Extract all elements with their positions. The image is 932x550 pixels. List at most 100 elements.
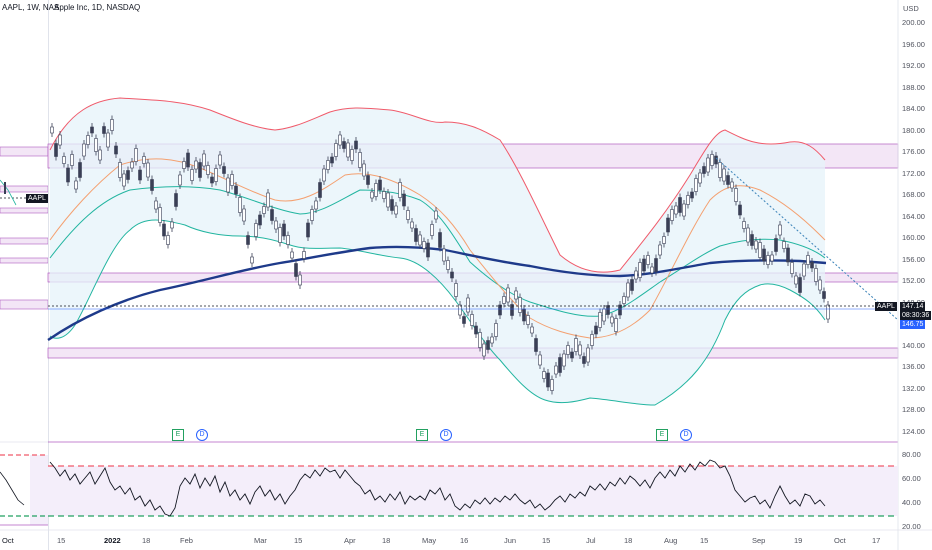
candle-body (814, 268, 818, 282)
candle-body (106, 132, 110, 148)
candle-body (430, 224, 434, 236)
candle-body (762, 248, 766, 262)
candle-body (502, 296, 506, 304)
candle-body (142, 156, 146, 164)
candle-body (358, 152, 362, 168)
candle-body (326, 160, 330, 170)
price-candles[interactable] (50, 115, 830, 395)
candle-body (86, 135, 90, 145)
candle-body (302, 251, 306, 259)
earnings-marker[interactable]: E (172, 429, 184, 441)
candle-body (494, 323, 498, 337)
left-panel[interactable]: AAPL, 1W, NAS AAPL Oct (0, 0, 59, 550)
price-tick-label: 152.00 (902, 276, 925, 285)
rsi-tick-label: 60.00 (902, 474, 921, 483)
rsi-tick-label: 80.00 (902, 450, 921, 459)
candle-body (230, 174, 234, 186)
candle-body (286, 235, 290, 245)
candle-body (510, 304, 514, 316)
candle-body (522, 308, 526, 322)
candle-body (454, 283, 458, 297)
candle-body (806, 255, 810, 265)
candle-body (338, 134, 342, 146)
candle-body (638, 262, 642, 278)
candle-body (794, 275, 798, 285)
downtrend-line[interactable] (715, 157, 899, 321)
candle-body (158, 207, 162, 223)
candle-body (598, 312, 602, 328)
candle-body (270, 209, 274, 221)
time-tick-label: 18 (624, 536, 633, 545)
price-tick-label: 156.00 (902, 254, 925, 264)
candle-body (742, 221, 746, 229)
candle-body (810, 261, 814, 269)
countdown-badge: 08:30:36 (900, 311, 932, 320)
candle-body (94, 138, 98, 152)
candle-body (130, 161, 134, 169)
price-tick-label: 164.00 (902, 211, 925, 221)
candle-body (554, 365, 558, 375)
candle-body (614, 318, 618, 332)
time-tick-label: 15 (700, 536, 709, 545)
candle-body (434, 210, 438, 220)
candle-body (190, 169, 194, 181)
time-tick-label: Oct (834, 536, 846, 545)
candle-body (174, 193, 178, 207)
candle-body (242, 208, 246, 222)
candle-body (514, 290, 518, 300)
candle-body (362, 163, 366, 177)
candle-body (382, 191, 386, 199)
time-tick-label: Apr (344, 536, 356, 545)
earnings-marker[interactable]: E (656, 429, 668, 441)
candle-body (506, 287, 510, 303)
candle-body (594, 325, 598, 335)
candle-body (370, 191, 374, 199)
candle-body (478, 332, 482, 348)
candle-body (710, 154, 714, 166)
time-tick-label: Feb (180, 536, 193, 545)
candle-body (298, 274, 302, 286)
candle-body (550, 379, 554, 391)
candle-body (766, 255, 770, 265)
candle-body (450, 271, 454, 279)
dividend-marker[interactable]: D (196, 429, 208, 441)
candle-body (138, 169, 142, 181)
candle-body (802, 263, 806, 277)
dividend-marker[interactable]: D (440, 429, 452, 441)
price-tick-label: 180.00 (902, 125, 925, 135)
left-x-label: Oct (2, 536, 14, 545)
candle-body (234, 185, 238, 195)
candle-body (610, 316, 614, 324)
candle-body (414, 228, 418, 242)
candle-body (342, 141, 346, 149)
time-tick-label: 15 (294, 536, 303, 545)
candle-body (390, 199, 394, 211)
candle-body (790, 262, 794, 274)
bollinger-band-fill (50, 98, 825, 405)
candle-body (694, 178, 698, 192)
candle-body (202, 153, 206, 167)
candle-body (570, 351, 574, 359)
rsi-pane[interactable] (48, 459, 898, 517)
earnings-marker[interactable]: E (416, 429, 428, 441)
rsi-tick-label: 40.00 (902, 498, 921, 507)
candle-body (290, 251, 294, 259)
dividend-marker[interactable]: D (680, 429, 692, 441)
candle-body (250, 256, 254, 264)
candle-body (750, 234, 754, 246)
candle-body (406, 210, 410, 220)
candle-body (334, 143, 338, 157)
candle-body (490, 336, 494, 344)
candle-body (770, 254, 774, 262)
rsi-line (49, 459, 826, 517)
main-panel[interactable]: Apple Inc, 1D, NASDAQ (48, 0, 898, 550)
candle-body (682, 203, 686, 217)
candle-body (402, 193, 406, 207)
candle-body (606, 305, 610, 315)
candle-body (662, 236, 666, 244)
price-tick-label: 136.00 (902, 362, 925, 371)
candle-body (186, 152, 190, 168)
candle-body (306, 222, 310, 238)
candle-body (546, 372, 550, 388)
